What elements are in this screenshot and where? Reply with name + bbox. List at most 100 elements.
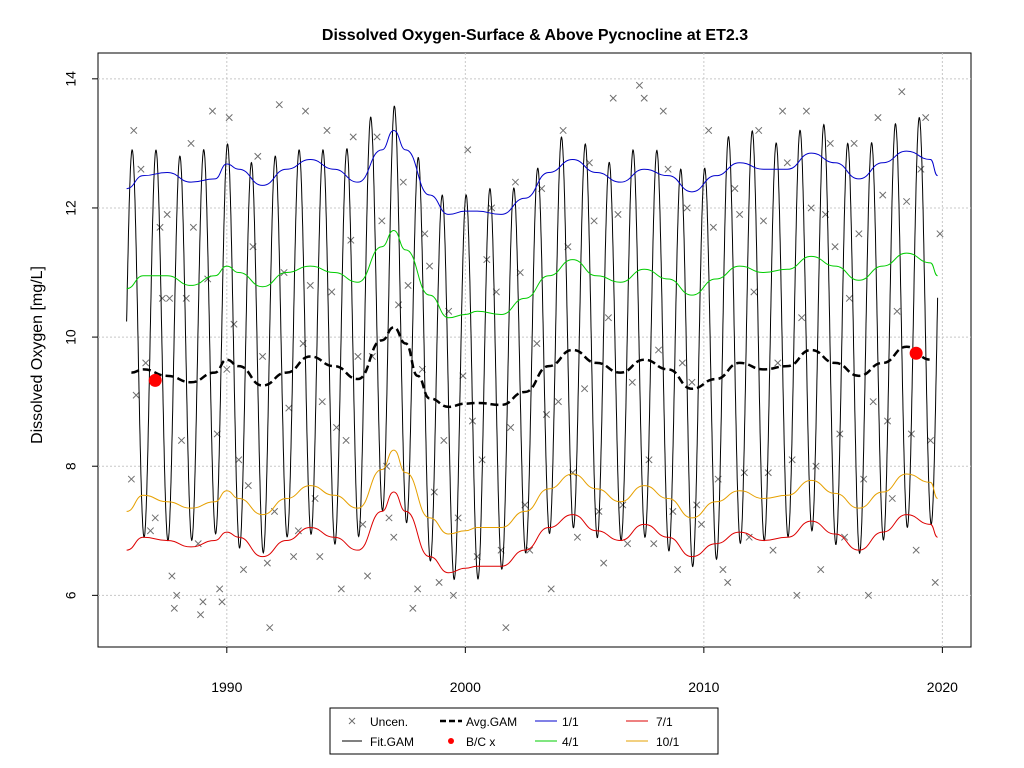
uncen-point [793,591,801,599]
uncen-point [132,391,140,399]
uncen-point [409,604,417,612]
uncen-point [290,553,298,561]
y-tick-label: 12 [63,200,79,216]
uncen-point [674,565,682,574]
legend: Uncen. Fit.GAM Avg.GAM B/C x 1/1 4/1 7/1… [329,707,719,755]
uncen-point [917,165,925,173]
uncen-point [383,462,391,470]
uncen-point [285,404,293,412]
uncen-point [208,107,217,115]
uncen-point [533,339,541,348]
uncen-point [855,230,863,238]
uncen-point [127,475,135,483]
legend-apr-label: 4/1 [562,735,579,749]
uncen-point [337,585,345,593]
uncen-point [311,494,319,503]
x-tick-label: 2000 [450,679,481,695]
uncen-point [688,378,696,386]
uncen-point [399,178,407,186]
uncen-point [812,462,820,470]
y-axis-label: Dissolved Oxygen [mg/L] [29,266,46,444]
uncen-point [912,546,920,554]
uncen-point [640,94,648,102]
uncen-point [755,126,763,135]
uncen-point [328,288,336,296]
legend-box [329,707,719,755]
uncen-point [507,423,515,432]
uncen-point [435,578,443,586]
x-tick-label: 2020 [927,679,958,695]
uncen-point [332,423,341,432]
uncen-point [454,514,462,522]
uncen-point [197,611,205,619]
fit-gam-line [126,105,939,581]
uncen-point [831,243,839,251]
uncen-point [600,559,608,567]
uncen-point [182,294,190,302]
uncen-point [864,591,872,599]
uncen-point [218,598,226,606]
y-tick-label: 8 [63,462,79,470]
uncen-point [142,359,150,367]
uncen-point [378,217,386,225]
uncen-point [709,223,717,231]
grid-lines [98,53,971,647]
uncen-point [404,281,412,289]
legend-avg-label: Avg.GAM [466,715,517,729]
uncen-point [156,223,164,231]
legend-fit-label: Fit.GAM [370,735,414,749]
uncen-point [177,436,186,444]
uncen-point [893,307,901,315]
uncen-point [421,230,429,238]
uncen-point [860,475,868,483]
uncen-point [745,533,753,541]
uncen-point [654,346,663,354]
uncen-point [769,546,777,554]
uncen-point [936,230,944,238]
uncen-point [194,540,202,548]
uncen-point [788,456,796,464]
uncen-point [798,314,806,322]
plot-area [97,52,972,648]
uncen-point [724,578,732,586]
uncen-point [669,507,677,515]
uncen-point [547,585,555,593]
uncen-point [163,210,171,218]
legend-bc-label: B/C x [466,735,495,749]
uncen-point [354,352,362,361]
uncen-point [573,533,581,541]
x-tick-label: 2010 [688,679,719,695]
data-layer [126,81,944,632]
uncen-point [619,501,627,509]
series-line-jul [126,491,938,574]
legend-bc-marker [448,738,454,744]
series-line-oct [126,449,938,535]
uncen-point [425,262,434,270]
uncen-point [697,520,706,528]
uncen-point [807,204,815,212]
uncen-point [137,165,145,173]
series-line-apr [126,230,938,319]
uncen-point [230,320,238,328]
uncen-point [869,398,877,406]
uncen-point [170,604,178,612]
uncen-point [166,294,174,302]
uncen-point [731,185,739,193]
uncen-point [817,565,825,574]
series-line-avg [131,326,931,409]
uncen-point [464,146,472,154]
series-line-jan [126,129,938,215]
uncen-point [922,114,930,122]
axes: 1990 2000 2010 2020 6 8 10 12 14 [63,71,958,695]
legend-uncen-label: Uncen. [370,715,408,729]
uncen-point [306,281,314,289]
uncen-point [239,565,248,574]
uncen-point [385,514,393,522]
uncen-point [888,494,896,503]
uncen-point [554,398,562,406]
uncen-point [511,178,519,186]
uncen-point [623,540,632,548]
uncen-point [294,527,302,535]
uncen-point [559,126,567,135]
